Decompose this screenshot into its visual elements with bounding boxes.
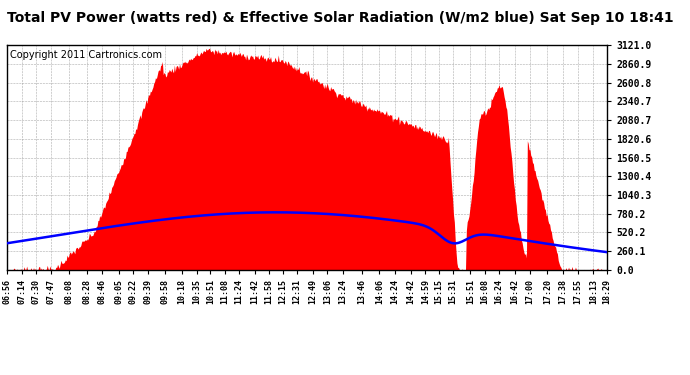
Text: Copyright 2011 Cartronics.com: Copyright 2011 Cartronics.com [10, 50, 162, 60]
Text: Total PV Power (watts red) & Effective Solar Radiation (W/m2 blue) Sat Sep 10 18: Total PV Power (watts red) & Effective S… [7, 11, 673, 25]
